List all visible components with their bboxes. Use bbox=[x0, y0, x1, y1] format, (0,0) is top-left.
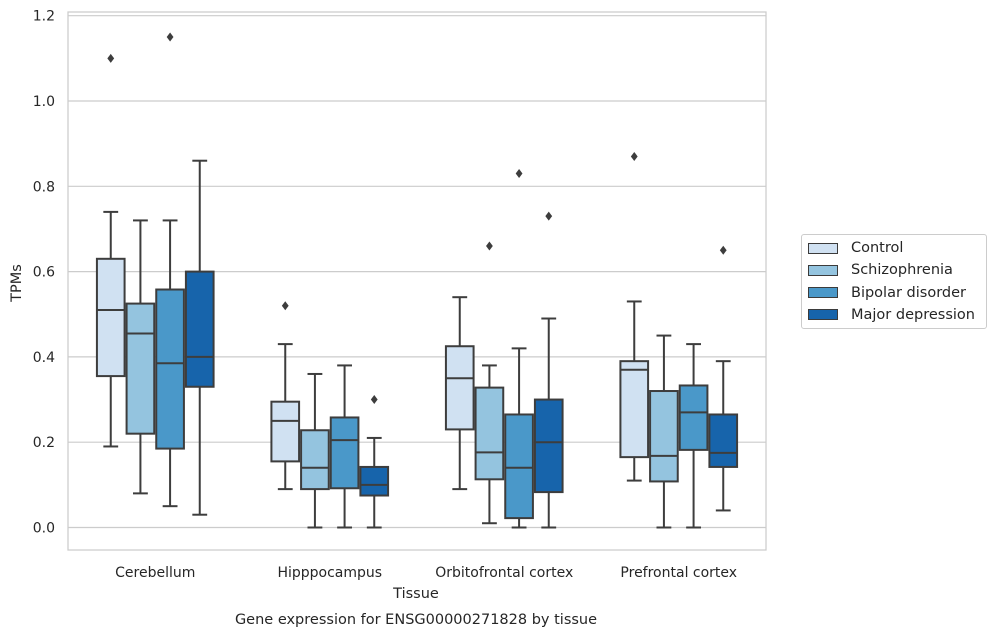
box-iqr bbox=[678, 384, 709, 451]
box-control bbox=[619, 151, 650, 482]
y-tick-label: 1.2 bbox=[33, 9, 55, 25]
outlier-point bbox=[630, 151, 638, 161]
outlier-point bbox=[166, 32, 174, 42]
box-iqr bbox=[155, 288, 185, 450]
legend-label: Control bbox=[851, 240, 904, 256]
legend-swatch bbox=[808, 264, 838, 276]
outlier-point bbox=[281, 301, 289, 311]
x-tick-label: Hipppocampus bbox=[277, 565, 382, 581]
outlier-point bbox=[486, 241, 493, 251]
boxes bbox=[95, 32, 739, 529]
legend-label: Schizophrenia bbox=[851, 262, 953, 279]
box-schizophrenia bbox=[300, 372, 330, 529]
box-iqr bbox=[270, 400, 301, 463]
outlier-point bbox=[515, 169, 523, 179]
box-schizophrenia bbox=[474, 241, 505, 525]
box-bipolar-disorder bbox=[678, 343, 709, 529]
x-axis-ticks: Cerebellum Hipppocampus Orbitofrontal cort… bbox=[115, 565, 737, 581]
box-major-depression bbox=[708, 245, 739, 512]
y-tick-label: 1.0 bbox=[33, 94, 55, 110]
y-axis-ticks: 0.0 0.2 0.4 0.6 0.8 1.0 1.2 bbox=[33, 9, 55, 537]
y-tick-label: 0.2 bbox=[33, 435, 55, 451]
x-tick-label: Cerebellum bbox=[115, 565, 195, 581]
box-control bbox=[95, 53, 126, 448]
box-iqr bbox=[474, 386, 505, 481]
outlier-point bbox=[545, 211, 553, 221]
legend-item: Control bbox=[808, 238, 903, 258]
box-iqr bbox=[533, 398, 564, 494]
box-iqr bbox=[300, 429, 330, 491]
box-bipolar-disorder bbox=[504, 169, 534, 529]
box-major-depression bbox=[359, 395, 390, 529]
legend-swatch bbox=[808, 309, 838, 321]
outlier-point bbox=[719, 245, 727, 255]
box-iqr bbox=[504, 413, 534, 520]
y-tick-label: 0.4 bbox=[33, 350, 55, 366]
x-axis-label: Tissue bbox=[392, 586, 439, 602]
y-tick-label: 0.0 bbox=[33, 521, 55, 537]
legend-swatch bbox=[808, 242, 838, 254]
box-control bbox=[444, 296, 475, 491]
legend-item: Schizophrenia bbox=[808, 260, 953, 280]
box-major-depression bbox=[533, 211, 564, 529]
box-iqr bbox=[619, 360, 650, 459]
x-tick-label: Orbitofrontal cortex bbox=[435, 565, 573, 581]
box-schizophrenia bbox=[649, 334, 679, 529]
box-bipolar-disorder bbox=[155, 32, 185, 508]
y-tick-label: 0.6 bbox=[33, 265, 55, 281]
box-major-depression bbox=[184, 159, 215, 516]
box-schizophrenia bbox=[125, 219, 156, 495]
legend-item: Bipolar disorder bbox=[808, 283, 966, 303]
box-bipolar-disorder bbox=[329, 364, 360, 529]
outlier-point bbox=[107, 53, 115, 63]
box-iqr bbox=[95, 257, 126, 378]
box-iqr bbox=[708, 413, 739, 468]
box-iqr bbox=[359, 465, 390, 497]
box-iqr bbox=[444, 345, 475, 431]
box-iqr bbox=[125, 302, 156, 435]
box-iqr bbox=[649, 390, 679, 483]
y-axis-label: TPMs bbox=[9, 264, 25, 303]
legend-item: Major depression bbox=[808, 305, 975, 325]
y-tick-label: 0.8 bbox=[33, 179, 55, 195]
x-tick-label: Prefrontal cortex bbox=[620, 565, 737, 581]
legend-label: Bipolar disorder bbox=[851, 284, 966, 301]
plot-area-frame bbox=[67, 11, 767, 551]
outlier-point bbox=[370, 395, 378, 405]
legend: Control Schizophrenia Bipolar disorder Majo… bbox=[801, 234, 987, 329]
chart-title: Gene expression for ENSG00000271828 by t… bbox=[235, 612, 597, 628]
box-control bbox=[270, 301, 301, 491]
box-iqr bbox=[184, 270, 215, 388]
legend-label: Major depression bbox=[851, 306, 975, 323]
legend-swatch bbox=[808, 287, 838, 299]
box-iqr bbox=[329, 416, 360, 490]
